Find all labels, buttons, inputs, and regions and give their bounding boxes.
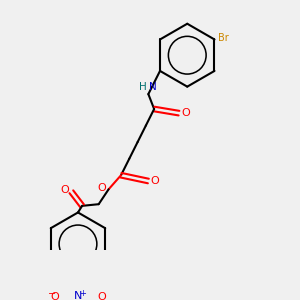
Text: O: O	[151, 176, 160, 186]
Text: N: N	[149, 82, 157, 92]
Text: H: H	[139, 82, 147, 92]
Text: +: +	[80, 289, 86, 298]
Text: N: N	[74, 291, 82, 300]
Text: O: O	[50, 292, 59, 300]
Text: O: O	[182, 108, 190, 118]
Text: O: O	[98, 184, 106, 194]
Text: O: O	[97, 292, 106, 300]
Text: Br: Br	[218, 33, 229, 43]
Text: −: −	[48, 290, 56, 299]
Text: O: O	[60, 185, 69, 195]
